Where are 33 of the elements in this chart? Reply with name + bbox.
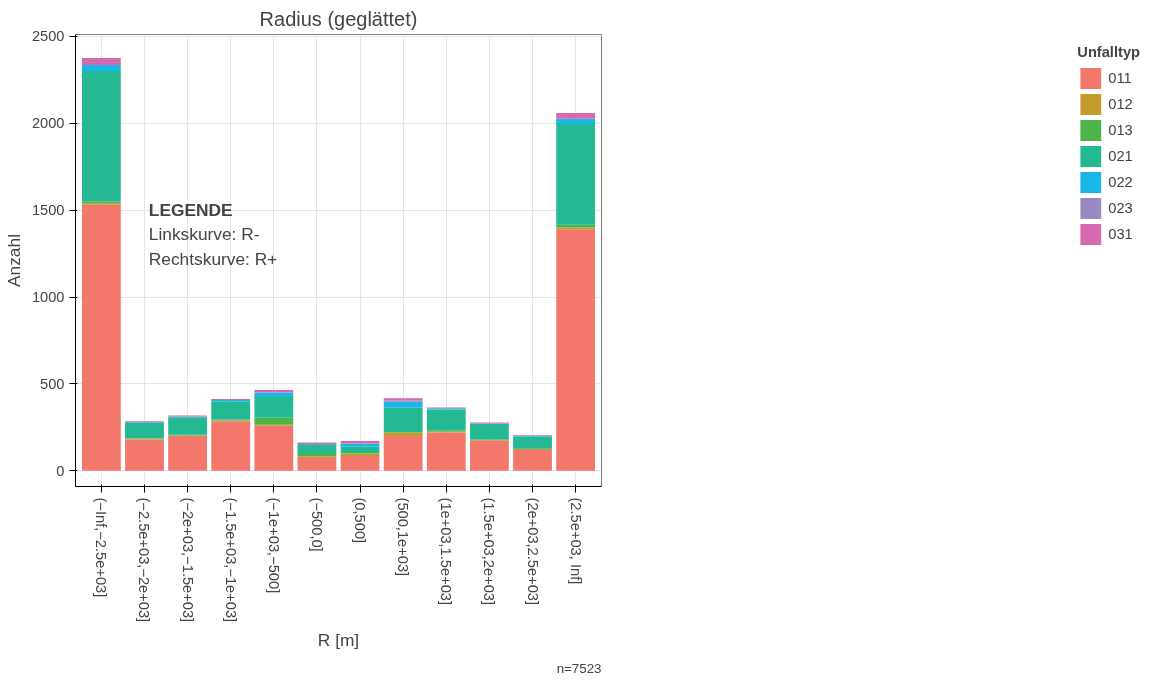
x-axis-title: R [m] <box>317 630 360 651</box>
legend-label: 012 <box>1108 95 1133 114</box>
x-tick-label: (1.5e+03,2e+03] <box>481 497 498 606</box>
x-tick-label: (2e+03,2.5e+03] <box>524 497 541 606</box>
legend-title: Unfalltyp <box>1077 44 1140 60</box>
x-tick-label: (2.5e+03, Inf] <box>567 497 584 585</box>
y-tick-label: 2500 <box>31 28 65 45</box>
chart-title: Radius (geglättet) <box>259 7 418 30</box>
y-tick-label: 500 <box>40 375 65 392</box>
legend-label: 011 <box>1108 69 1132 88</box>
annotation: Rechtskurve: R+ <box>148 248 278 269</box>
x-tick-label: (−1.5e+03,−1e+03] <box>222 497 239 623</box>
legend-label: 021 <box>1108 147 1133 166</box>
x-tick-label: (0,500] <box>352 497 369 544</box>
y-tick-label: 2000 <box>31 115 65 132</box>
x-tick-label: (−500,0] <box>308 497 325 552</box>
x-tick-label: (−Inf,−2.5e+03] <box>93 497 110 598</box>
legend-label: 023 <box>1108 199 1133 218</box>
legend-label: 031 <box>1108 225 1133 244</box>
legend-label: 013 <box>1108 121 1133 140</box>
x-tick-label: (−2e+03,−1.5e+03] <box>179 497 196 623</box>
x-tick-label: (1e+03,1.5e+03] <box>438 497 455 606</box>
x-tick-label: (500,1e+03] <box>395 497 412 577</box>
text: n=7523 <box>556 660 602 676</box>
y-axis-title: Anzahl <box>3 234 24 287</box>
x-tick-label: (−2.5e+03,−2e+03] <box>136 497 153 623</box>
x-tick-label: (−1e+03,−500] <box>265 497 282 594</box>
legend-label: 022 <box>1108 173 1133 192</box>
annotation: Linkskurve: R- <box>148 224 260 245</box>
annotation: LEGENDE <box>148 200 233 221</box>
y-tick-label: 1500 <box>31 202 65 219</box>
y-tick-label: 1000 <box>31 289 65 306</box>
y-tick-label: 0 <box>56 462 65 479</box>
